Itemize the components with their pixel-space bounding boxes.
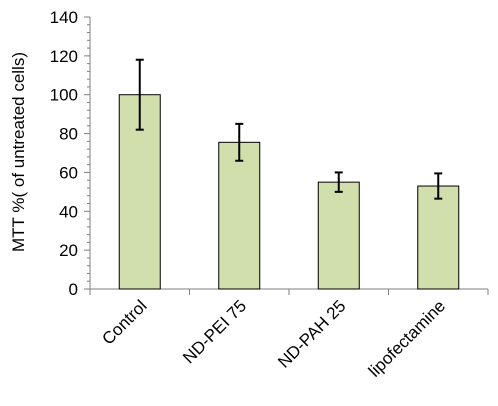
y-tick-label: 20	[59, 241, 78, 260]
x-tick-label: ND-PEI 75	[179, 296, 250, 367]
y-tick-label: 80	[59, 125, 78, 144]
y-axis-title: MTT %( of untreated cells)	[9, 52, 28, 252]
y-tick-label: 0	[69, 280, 78, 299]
y-tick-label: 120	[50, 47, 78, 66]
x-tick-label: Control	[98, 296, 150, 348]
error-bars-group	[135, 58, 443, 200]
bar-nd-pah-25	[317, 181, 360, 290]
y-tick-label: 100	[50, 86, 78, 105]
y-tick-label: 60	[59, 163, 78, 182]
y-axis-ticks: 0 20 40 60 80 100 120 140	[50, 8, 90, 299]
y-tick-label: 140	[50, 8, 78, 27]
x-tick-label: lipofectamine	[365, 296, 449, 380]
y-tick-label: 40	[59, 202, 78, 221]
bar-lipofectamine	[417, 185, 460, 290]
bars-group	[118, 94, 460, 290]
x-axis-labels: Control ND-PEI 75 ND-PAH 25 lipofectamine	[98, 296, 449, 380]
bar-nd-pei-75	[218, 141, 261, 290]
x-tick-label: ND-PAH 25	[274, 296, 349, 371]
